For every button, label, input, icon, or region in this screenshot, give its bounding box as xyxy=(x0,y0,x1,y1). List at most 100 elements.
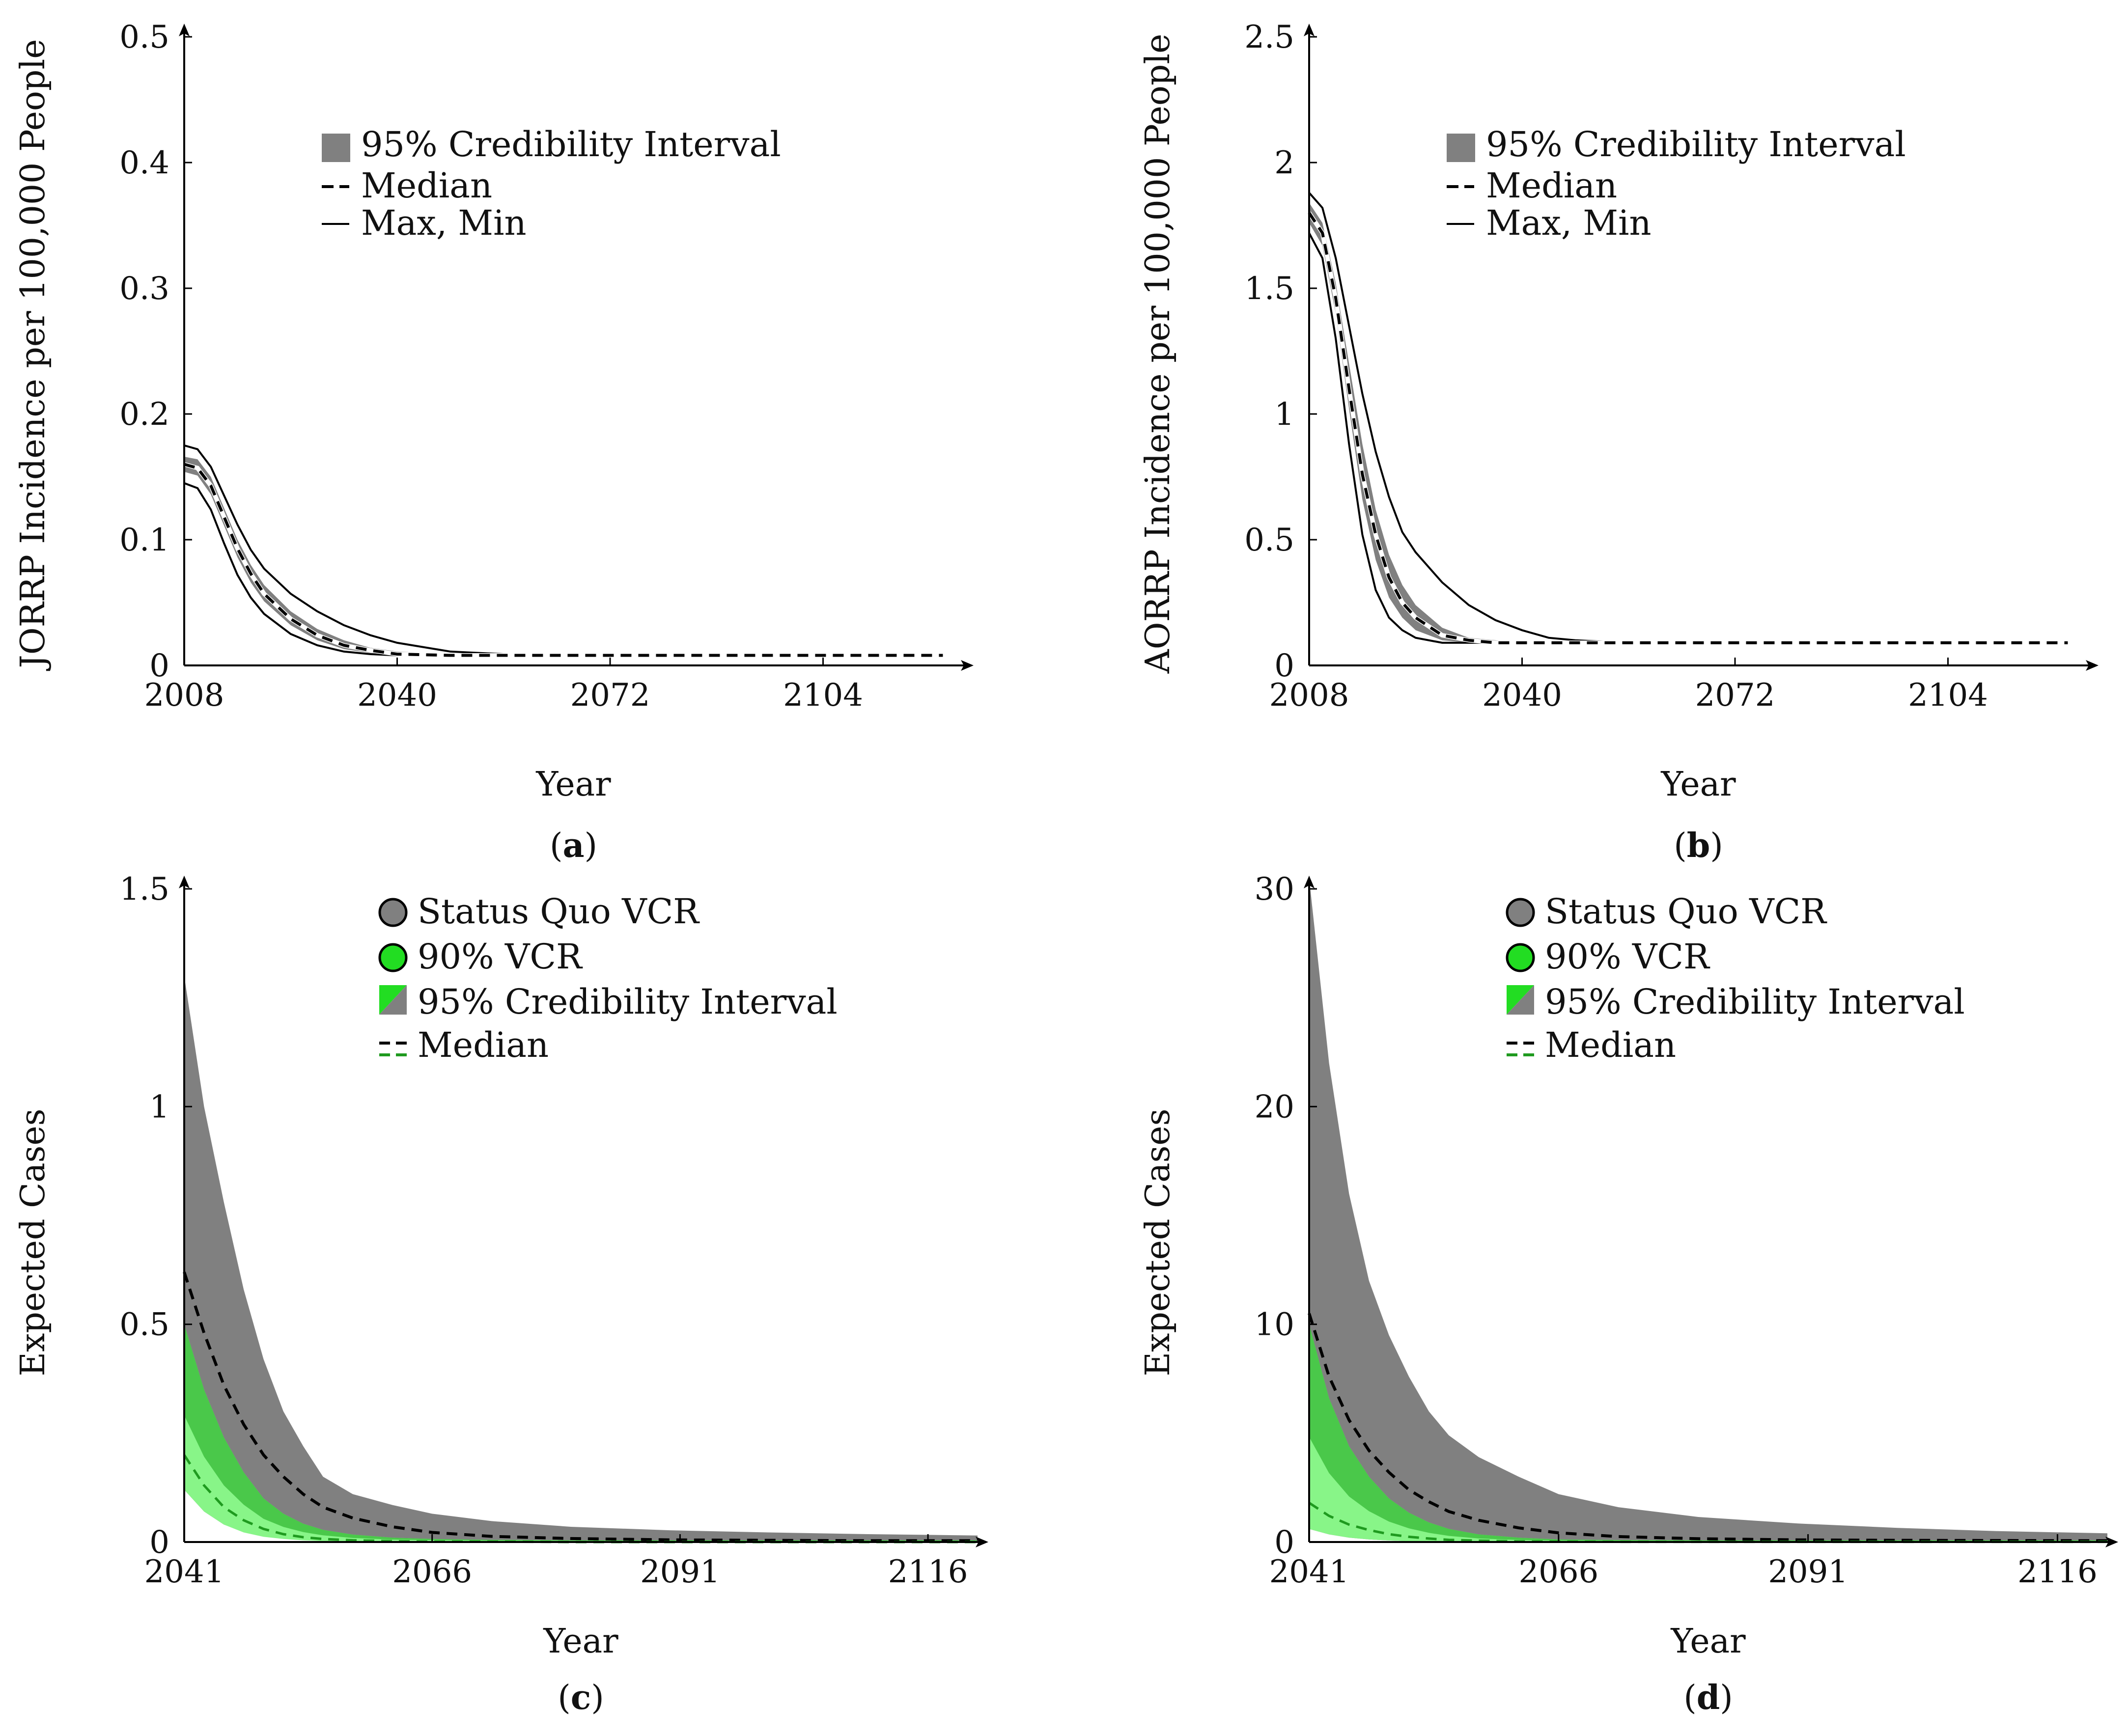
status-quo-ci-band xyxy=(1309,878,2107,1542)
legend-ci-label: 95% Credibility Interval xyxy=(1486,124,1906,165)
median-halo xyxy=(1307,211,2068,645)
legend-ci-swatch-gray xyxy=(1507,985,1534,1015)
x-tick-label: 2008 xyxy=(1269,677,1349,714)
panel-b: 2008 2040 2072 2104 0 0.5 1 1.5 2 2.5 Year AORRP In… xyxy=(1139,19,2099,865)
y-tick-label: 1 xyxy=(1274,396,1294,433)
panel-c: 2041 2066 2091 2116 0 0.5 1 1.5 Year Expected Cas… xyxy=(14,871,988,1717)
y-tick-label: 0.3 xyxy=(119,271,169,307)
legend-median-label: Median xyxy=(1545,1025,1676,1065)
x-axis-label: Year xyxy=(1660,765,1736,804)
legend-vcr90-marker xyxy=(1506,943,1535,972)
y-tick-label: 2.5 xyxy=(1244,19,1294,55)
legend-vcr90-marker xyxy=(378,943,408,972)
caption-open: ( xyxy=(1674,827,1687,865)
y-tick-label: 0 xyxy=(1274,648,1294,684)
x-tick-label: 2104 xyxy=(1908,677,1988,714)
x-tick-label: 2116 xyxy=(2017,1554,2098,1590)
x-tick-label: 2104 xyxy=(783,677,863,714)
y-tick-label: 10 xyxy=(1255,1307,1294,1343)
legend-status-quo-marker xyxy=(378,898,408,927)
legend-median-label: Median xyxy=(418,1025,549,1065)
x-axis-label: Year xyxy=(1670,1622,1746,1661)
min-line xyxy=(1308,232,2068,644)
legend-maxmin-label: Max, Min xyxy=(361,203,527,243)
legend-ci-swatch-gray xyxy=(379,985,407,1015)
y-tick-label: 0 xyxy=(1274,1524,1294,1561)
legend-ci-swatch xyxy=(1447,134,1475,162)
y-tick-label: 0.5 xyxy=(1244,522,1294,558)
legend-ci-label: 95% Credibility Interval xyxy=(1545,982,1965,1022)
legend-median-label: Median xyxy=(1486,165,1617,206)
median-line xyxy=(184,463,943,657)
x-tick-label: 2072 xyxy=(570,677,650,714)
y-axis-arrow xyxy=(1304,24,1315,36)
x-axis-arrow xyxy=(2086,660,2099,671)
caption-close: ) xyxy=(591,1679,604,1717)
y-tick-label: 0.1 xyxy=(119,522,169,558)
x-tick-label: 2041 xyxy=(1269,1554,1349,1590)
panel-caption: (d) xyxy=(1683,1678,1733,1717)
legend-status-quo-label: Status Quo VCR xyxy=(418,891,700,932)
status-quo-median-line xyxy=(183,1271,978,1543)
x-axis-label: Year xyxy=(543,1622,618,1661)
legend-status-quo-marker xyxy=(1506,898,1535,927)
x-tick-label: 2040 xyxy=(1482,677,1562,714)
panel-caption: (c) xyxy=(558,1678,604,1717)
y-tick-label: 2 xyxy=(1274,145,1294,181)
y-tick-label: 1.5 xyxy=(1244,271,1294,307)
y-tick-label: 1 xyxy=(149,1089,169,1125)
caption-open: ( xyxy=(550,827,563,865)
caption-letter: b xyxy=(1687,826,1710,865)
legend-median-label: Median xyxy=(361,165,492,206)
x-tick-label: 2091 xyxy=(1768,1554,1848,1590)
x-tick-label: 2091 xyxy=(640,1554,720,1590)
y-axis-arrow xyxy=(179,24,190,36)
legend-maxmin-label: Max, Min xyxy=(1486,203,1652,243)
y-tick-label: 20 xyxy=(1255,1089,1294,1125)
caption-close: ) xyxy=(1710,827,1723,865)
x-axis-arrow xyxy=(2105,1537,2118,1547)
y-tick-label: 0 xyxy=(149,648,169,684)
status-quo-ci-band xyxy=(184,976,978,1542)
y-tick-label: 0 xyxy=(149,1524,169,1561)
max-line xyxy=(1308,192,2068,644)
y-tick-label: 0.4 xyxy=(119,145,169,181)
legend: Status Quo VCR 90% VCR 95% Credibility Int… xyxy=(378,891,838,1065)
legend-vcr90-label: 90% VCR xyxy=(1545,937,1710,977)
y-axis-arrow xyxy=(179,876,190,888)
caption-close: ) xyxy=(585,827,598,865)
caption-open: ( xyxy=(558,1679,571,1717)
x-tick-label: 2072 xyxy=(1695,677,1775,714)
ci-band xyxy=(184,457,943,657)
legend-ci-label: 95% Credibility Interval xyxy=(418,982,838,1022)
y-tick-label: 0.5 xyxy=(119,1307,169,1343)
panel-caption: (b) xyxy=(1674,826,1723,865)
caption-letter: c xyxy=(571,1678,591,1717)
y-axis-arrow xyxy=(1304,876,1315,888)
y-tick-label: 1.5 xyxy=(119,871,169,908)
vcr90-ci-overlap xyxy=(1309,1324,2107,1542)
legend-ci-label: 95% Credibility Interval xyxy=(361,124,781,165)
x-tick-label: 2040 xyxy=(357,677,437,714)
panel-a: 2008 2040 2072 2104 0 0.1 0.2 0.3 0.4 0.5 Year JORR… xyxy=(14,19,974,865)
panel-d: 2041 2066 2091 2116 0 10 20 30 Year Expected Case… xyxy=(1139,871,2118,1717)
caption-letter: a xyxy=(562,826,584,865)
x-tick-label: 2066 xyxy=(392,1554,472,1590)
caption-letter: d xyxy=(1697,1678,1720,1717)
y-tick-label: 0.5 xyxy=(119,19,169,55)
x-tick-label: 2041 xyxy=(144,1554,224,1590)
min-line xyxy=(184,482,943,657)
y-axis-label: Expected Cases xyxy=(1139,1108,1177,1376)
status-quo-median-line xyxy=(1308,1313,2108,1543)
y-axis-label: AORRP Incidence per 100,000 People xyxy=(1139,34,1177,674)
y-tick-label: 0.2 xyxy=(119,396,169,433)
median-line xyxy=(1308,212,2068,644)
y-axis-label: Expected Cases xyxy=(14,1108,53,1376)
x-axis-label: Year xyxy=(535,765,611,804)
x-tick-label: 2008 xyxy=(144,677,224,714)
ci-band xyxy=(1309,202,2068,643)
legend-ci-swatch xyxy=(322,134,350,162)
legend: Status Quo VCR 90% VCR 95% Credibility Int… xyxy=(1506,891,1965,1065)
